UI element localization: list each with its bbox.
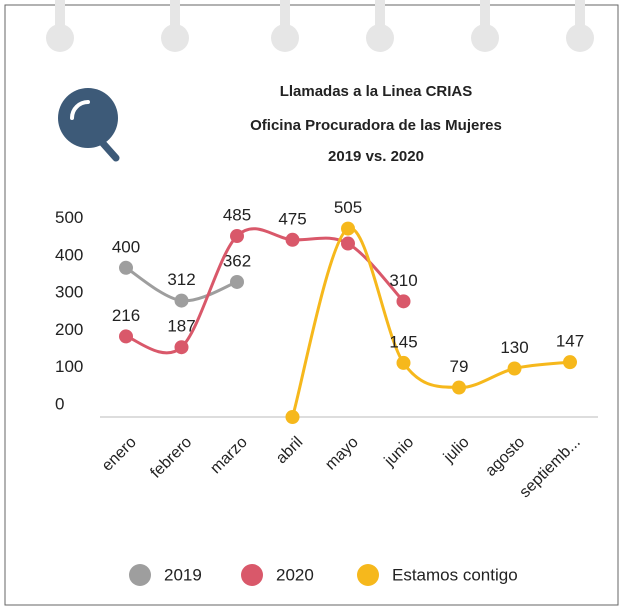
data-label: 310: [389, 271, 417, 290]
legend-label: 2019: [164, 565, 202, 584]
point: [341, 221, 355, 236]
point: [396, 355, 411, 370]
point: [174, 293, 189, 308]
point: [285, 232, 300, 247]
data-label: 216: [112, 306, 140, 325]
y-tick-label: 500: [55, 208, 83, 227]
y-tick-label: 300: [55, 283, 83, 302]
y-tick-label: 200: [55, 320, 83, 339]
data-label: 79: [450, 357, 469, 376]
binder-rings: [46, 0, 594, 52]
y-tick-label: 0: [55, 394, 64, 413]
data-label: 505: [334, 198, 362, 217]
point: [452, 380, 466, 395]
legend-label: Estamos contigo: [392, 565, 518, 584]
data-label: 147: [556, 332, 584, 351]
chart-title: Oficina Procuradora de las Mujeres: [250, 117, 502, 134]
point: [563, 355, 577, 370]
point: [230, 274, 244, 289]
legend-label: 2020: [276, 565, 314, 584]
data-label: 312: [167, 270, 195, 289]
y-tick-label: 400: [55, 245, 83, 264]
y-tick-label: 100: [55, 357, 83, 376]
point: [174, 340, 189, 355]
data-label: 145: [389, 332, 417, 351]
chart-title: 2019 vs. 2020: [328, 148, 424, 165]
data-label: 187: [167, 317, 195, 336]
point: [119, 329, 133, 344]
point: [341, 236, 355, 251]
data-label: 400: [112, 237, 140, 256]
legend-marker: [357, 564, 379, 586]
point: [507, 361, 522, 376]
legend-marker: [241, 564, 263, 586]
legend-marker: [129, 564, 151, 586]
data-label: 130: [500, 338, 528, 357]
point: [285, 410, 300, 424]
data-label: 485: [223, 206, 251, 225]
data-label: 475: [278, 209, 306, 228]
point: [119, 260, 133, 275]
chart-title: Llamadas a la Linea CRIAS: [280, 83, 473, 100]
search-icon: [58, 88, 120, 162]
data-label: 362: [223, 251, 251, 270]
point: [396, 294, 411, 309]
point: [230, 229, 244, 244]
